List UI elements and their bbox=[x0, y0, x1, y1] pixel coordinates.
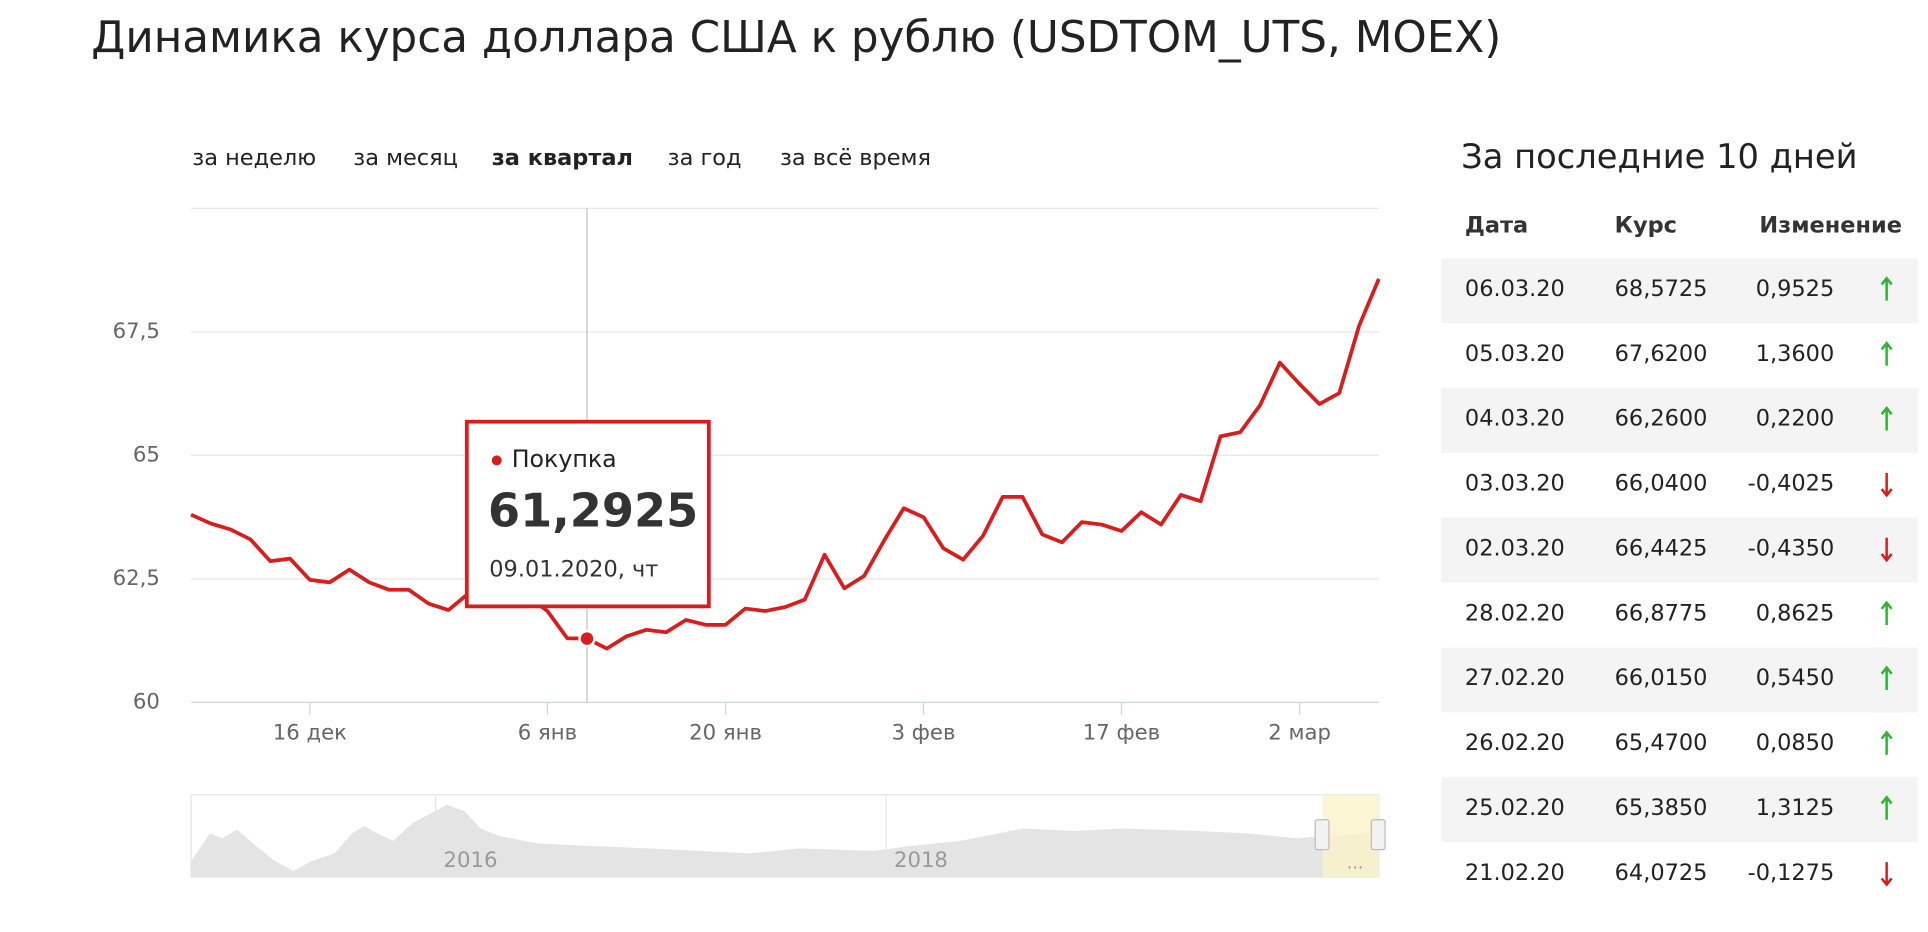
cell-rate: 65,4700 bbox=[1615, 730, 1708, 756]
x-tick-label: 20 янв bbox=[689, 721, 762, 746]
y-tick-label: 60 bbox=[133, 689, 160, 714]
period-tab[interactable]: за год bbox=[668, 145, 742, 171]
cell-rate: 66,0150 bbox=[1615, 665, 1708, 691]
cell-change: 0,0850 bbox=[1756, 730, 1835, 756]
period-tab[interactable]: за всё время bbox=[780, 145, 931, 171]
cell-rate: 67,6200 bbox=[1615, 341, 1708, 367]
cell-date: 02.03.20 bbox=[1465, 535, 1565, 561]
navigator-label: 2018 bbox=[894, 848, 948, 873]
x-tick-label: 2 мар bbox=[1268, 721, 1331, 746]
arrow-up bbox=[1880, 730, 1893, 755]
row-bg bbox=[1441, 777, 1918, 843]
cell-change: -0,4350 bbox=[1748, 535, 1835, 561]
cell-change: 1,3600 bbox=[1756, 341, 1835, 367]
tooltip-dot bbox=[491, 455, 502, 466]
cell-date: 28.02.20 bbox=[1465, 600, 1565, 626]
arrow-up bbox=[1880, 405, 1893, 431]
table-title: За последние 10 дней bbox=[1461, 137, 1857, 176]
price-line bbox=[190, 278, 1381, 651]
arrow-up bbox=[1880, 341, 1893, 366]
hover-point bbox=[578, 629, 596, 648]
period-tab[interactable]: за квартал bbox=[492, 145, 633, 171]
row-bg bbox=[1441, 647, 1918, 713]
x-tick-label: 17 фев bbox=[1083, 721, 1160, 746]
navigator-label: 2016 bbox=[444, 848, 498, 873]
cell-change: 1,3125 bbox=[1756, 795, 1835, 821]
cell-date: 04.03.20 bbox=[1465, 406, 1565, 432]
cell-rate: 68,5725 bbox=[1615, 276, 1708, 302]
y-tick-label: 62,5 bbox=[113, 566, 160, 591]
period-tab[interactable]: за неделю bbox=[192, 145, 316, 171]
cell-date: 25.02.20 bbox=[1465, 795, 1565, 821]
cell-date: 06.03.20 bbox=[1465, 276, 1565, 302]
y-tick-label: 67,5 bbox=[113, 319, 160, 344]
cell-rate: 66,4425 bbox=[1615, 535, 1708, 561]
y-tick-label: 65 bbox=[133, 442, 160, 467]
cell-date: 27.02.20 bbox=[1465, 665, 1565, 691]
tooltip-series: Покупка bbox=[512, 445, 617, 473]
cell-rate: 65,3850 bbox=[1615, 795, 1708, 821]
x-tick-label: 16 дек bbox=[273, 721, 347, 746]
cell-date: 05.03.20 bbox=[1465, 341, 1565, 367]
arrow-down bbox=[1880, 537, 1893, 563]
arrow-up bbox=[1880, 600, 1893, 626]
navigator-area bbox=[191, 804, 1379, 878]
arrow-up bbox=[1880, 665, 1893, 690]
cell-change: 0,8625 bbox=[1756, 600, 1835, 626]
x-tick-label: 6 янв bbox=[518, 721, 577, 746]
cell-rate: 66,8775 bbox=[1615, 600, 1708, 626]
period-tab[interactable]: за месяц bbox=[353, 145, 458, 171]
navigator-selection[interactable] bbox=[1322, 794, 1379, 878]
cell-rate: 66,0400 bbox=[1615, 471, 1708, 497]
arrow-up bbox=[1880, 276, 1893, 301]
navigator-handle[interactable] bbox=[1370, 819, 1386, 851]
row-bg bbox=[1441, 388, 1918, 453]
arrow-down bbox=[1880, 862, 1893, 887]
x-tick-label: 3 фев bbox=[892, 721, 956, 746]
cell-change: 0,2200 bbox=[1756, 406, 1835, 432]
table-header: Курс bbox=[1615, 212, 1677, 238]
navigator: 2016 2018 ... bbox=[190, 794, 1386, 878]
cell-date: 26.02.20 bbox=[1465, 730, 1565, 756]
cell-change: -0,1275 bbox=[1748, 860, 1835, 886]
cell-rate: 66,2600 bbox=[1615, 406, 1708, 432]
navigator-handle[interactable] bbox=[1314, 819, 1330, 851]
tooltip-date: 09.01.2020, чт bbox=[489, 557, 658, 583]
arrow-up bbox=[1880, 795, 1893, 820]
cell-change: 0,5450 bbox=[1756, 665, 1835, 691]
cell-change: 0,9525 bbox=[1756, 276, 1835, 302]
cell-date: 21.02.20 bbox=[1465, 860, 1565, 886]
navigator-more[interactable]: ... bbox=[1347, 853, 1364, 873]
cell-date: 03.03.20 bbox=[1465, 471, 1565, 497]
row-bg bbox=[1441, 258, 1918, 324]
tooltip-value: 61,2925 bbox=[488, 484, 698, 538]
cell-change: -0,4025 bbox=[1748, 471, 1835, 497]
tooltip-box bbox=[464, 419, 711, 609]
row-bg bbox=[1441, 517, 1918, 583]
arrow-down bbox=[1880, 472, 1893, 498]
cell-rate: 64,0725 bbox=[1615, 860, 1708, 886]
table-header: Изменение bbox=[1759, 212, 1902, 238]
table-header: Дата bbox=[1465, 212, 1528, 238]
page-title: Динамика курса доллара США к рублю (USDT… bbox=[91, 12, 1501, 63]
